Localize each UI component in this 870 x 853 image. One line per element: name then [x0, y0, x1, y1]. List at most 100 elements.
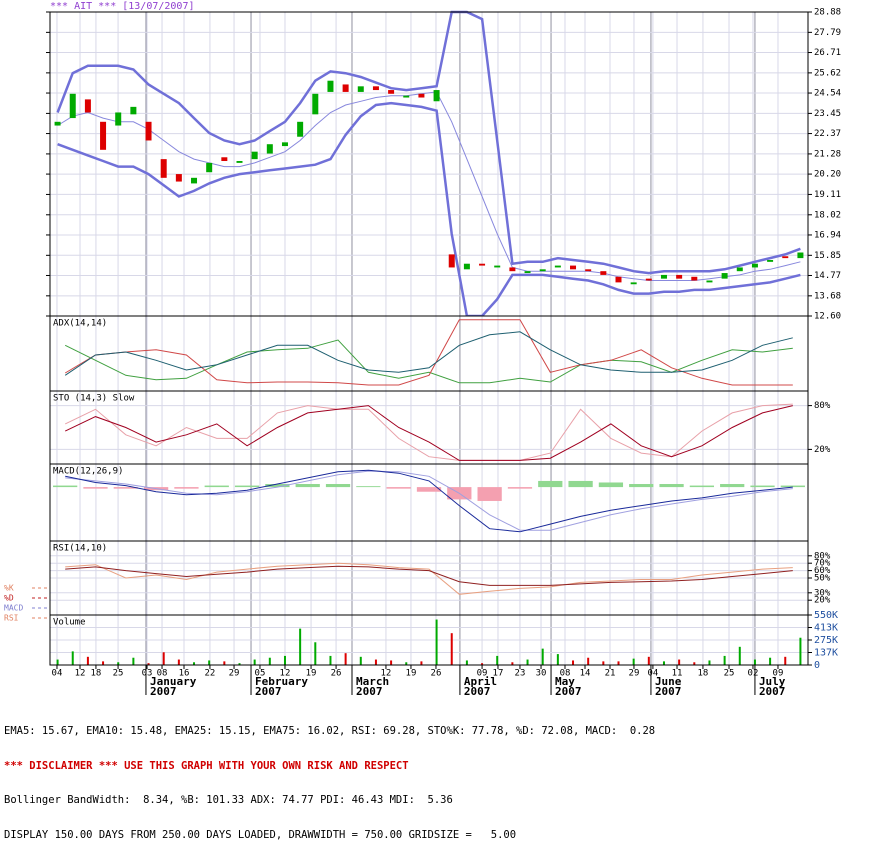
indicator-line — [65, 565, 793, 586]
indicator-line — [65, 469, 793, 533]
x-tick-label: 09 — [773, 669, 784, 679]
candle — [736, 267, 743, 272]
histogram-bar — [659, 484, 684, 488]
y-tick-label: 27.79 — [814, 28, 841, 38]
volume-bar — [147, 663, 150, 665]
histogram-bar — [750, 485, 775, 488]
volume-bar — [708, 660, 711, 665]
candle — [403, 95, 410, 98]
volume-bar — [71, 651, 74, 665]
candle — [494, 265, 501, 268]
panel-title: MACD(12,26,9) — [53, 467, 123, 477]
volume-bar — [738, 646, 741, 665]
candle — [570, 265, 577, 270]
indicator-line — [56, 10, 801, 275]
volume-bar — [117, 662, 120, 665]
candle — [312, 93, 319, 115]
volume-bar — [299, 628, 302, 665]
volume-bar — [238, 663, 241, 665]
volume-bar — [193, 662, 196, 665]
indicator-line — [65, 562, 793, 595]
histogram-bar — [83, 487, 108, 489]
candle — [357, 86, 364, 92]
candle — [100, 121, 107, 150]
year-label: 2007 — [464, 685, 491, 698]
x-tick-label: 19 — [406, 669, 417, 679]
volume-bar — [602, 661, 605, 665]
x-tick-label: 05 — [255, 669, 266, 679]
volume-bar — [405, 662, 408, 665]
y-tick-label: 21.28 — [814, 149, 841, 159]
candle — [84, 99, 91, 113]
histogram-bar — [386, 487, 411, 489]
y-tick-label: 0 — [814, 660, 820, 671]
histogram-bar — [295, 484, 320, 488]
candle — [691, 276, 698, 281]
candle — [479, 263, 486, 266]
candle — [554, 265, 561, 268]
x-tick-label: 29 — [229, 669, 240, 679]
volume-bar — [329, 655, 332, 665]
month-label: March — [356, 675, 389, 688]
volume-bar — [374, 659, 377, 665]
volume-bar — [723, 655, 726, 665]
histogram-bar — [356, 486, 381, 488]
volume-bar — [132, 657, 135, 665]
histogram-bar — [113, 487, 138, 489]
y-tick-label: 80% — [814, 551, 831, 561]
histogram-bar — [416, 487, 442, 492]
indicator-line — [57, 101, 801, 318]
volume-bar — [268, 657, 271, 665]
volume-bar — [693, 662, 696, 665]
x-tick-label: 23 — [515, 669, 526, 679]
bollinger-summary: Bollinger BandWidth: 8.34, %B: 101.33 AD… — [4, 794, 453, 806]
x-tick-label: 02 — [748, 669, 759, 679]
volume-bar — [572, 660, 575, 665]
x-tick-label: 29 — [629, 669, 640, 679]
panel-title: STO (14,3) Slow — [53, 394, 135, 404]
candle — [281, 142, 288, 147]
histogram-bar — [325, 484, 351, 488]
histogram-bar — [204, 485, 229, 488]
panel — [50, 391, 808, 464]
volume-bar — [481, 663, 484, 665]
month-label: January — [150, 675, 197, 688]
month-label: February — [255, 675, 308, 688]
legend-label: %K — [4, 584, 14, 593]
candle — [130, 106, 137, 115]
indicator-line — [64, 405, 793, 461]
y-tick-label: 413K — [814, 623, 838, 634]
month-label: May — [555, 675, 575, 688]
candle — [191, 177, 198, 184]
histogram-bar — [234, 485, 260, 488]
candle — [721, 273, 728, 279]
legend-label: %D — [4, 594, 14, 603]
volume-bar — [784, 656, 787, 665]
indicator-line — [64, 331, 793, 376]
year-label: 2007 — [655, 685, 682, 698]
candle — [524, 271, 531, 274]
candle — [145, 121, 152, 141]
month-label: June — [655, 675, 682, 688]
y-tick-label: 80% — [814, 401, 831, 411]
volume-bar — [253, 659, 256, 665]
volume-bar — [662, 661, 665, 665]
volume-bar — [344, 653, 347, 665]
candle — [160, 159, 167, 178]
y-tick-label: 137K — [814, 648, 838, 659]
candle — [600, 271, 607, 275]
volume-bar — [526, 659, 529, 665]
candle — [69, 93, 76, 119]
x-tick-label: 17 — [493, 669, 504, 679]
candle — [251, 151, 258, 160]
candle — [342, 84, 349, 92]
year-label: 2007 — [759, 685, 786, 698]
x-tick-label: 14 — [580, 669, 591, 679]
volume-bar — [162, 652, 165, 665]
x-tick-label: 26 — [431, 669, 442, 679]
candle — [115, 112, 122, 126]
panel-title: Volume — [53, 618, 86, 628]
indicator-summary: EMA5: 15.67, EMA10: 15.48, EMA25: 15.15,… — [4, 725, 656, 737]
y-tick-label: 28.88 — [814, 8, 841, 18]
panel-border — [49, 614, 809, 666]
